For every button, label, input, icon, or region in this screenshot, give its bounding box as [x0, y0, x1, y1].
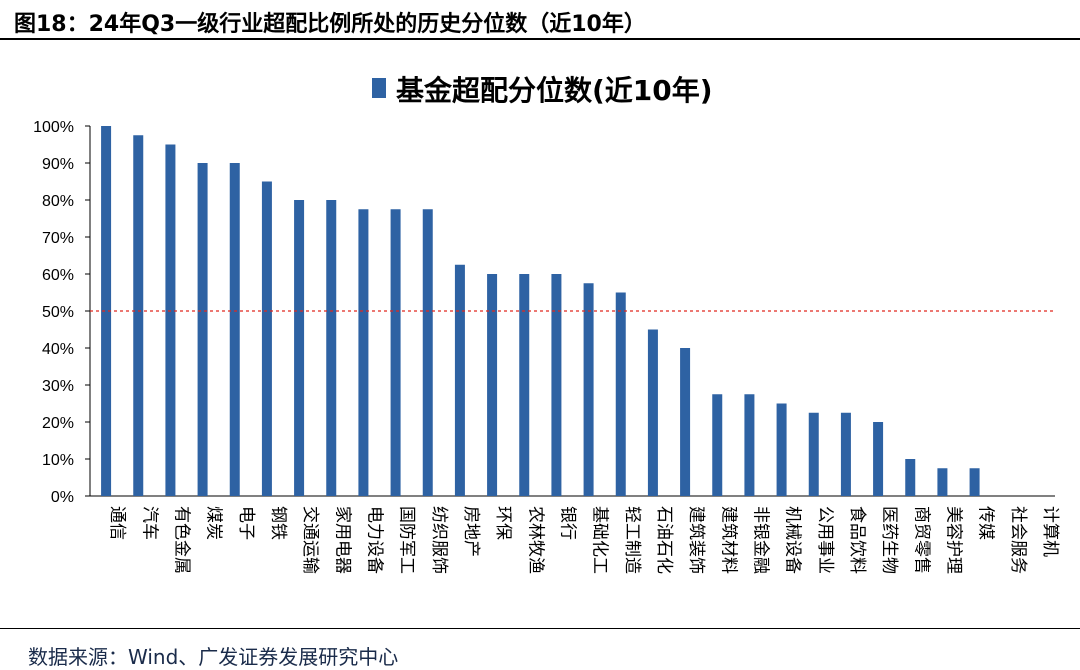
legend-label: 基金超配分位数(近10年)	[396, 74, 713, 107]
y-tick-label: 70%	[42, 230, 74, 247]
bar	[133, 135, 144, 496]
category-label: 食品饮料	[847, 506, 867, 574]
category-label: 机械设备	[783, 506, 803, 574]
category-label: 煤炭	[204, 506, 224, 540]
category-label: 国防军工	[397, 506, 417, 574]
category-label: 环保	[493, 506, 513, 540]
bar	[390, 209, 401, 496]
category-label: 计算机	[1040, 506, 1060, 557]
category-label: 轻工制造	[622, 506, 642, 574]
category-label: 银行	[557, 506, 577, 540]
category-label: 石油石化	[654, 506, 674, 574]
bar	[101, 126, 112, 496]
category-label: 有色金属	[171, 506, 191, 574]
bar	[422, 209, 433, 496]
bar	[808, 412, 819, 496]
category-label: 交通运输	[300, 506, 320, 574]
y-tick-label: 0%	[51, 489, 74, 506]
category-label: 公用事业	[815, 506, 835, 574]
category-label: 房地产	[461, 506, 481, 557]
y-tick-label: 80%	[42, 193, 74, 210]
category-label: 钢铁	[268, 506, 288, 540]
bar	[905, 459, 916, 496]
y-tick-label: 10%	[42, 452, 74, 469]
source-note: 数据来源：Wind、广发证券发展研究中心	[28, 645, 399, 669]
bar	[583, 283, 594, 496]
category-label: 美容护理	[943, 506, 963, 574]
bar	[744, 394, 755, 496]
y-tick-label: 20%	[42, 415, 74, 432]
category-label: 商贸零售	[911, 506, 931, 574]
bar	[358, 209, 369, 496]
figure-footer: 数据来源：Wind、广发证券发展研究中心	[0, 628, 1080, 670]
y-tick-label: 60%	[42, 267, 74, 284]
category-label: 社会服务	[1008, 506, 1028, 574]
bar	[615, 292, 626, 496]
figure-header: 图18：24年Q3一级行业超配比例所处的历史分位数（近10年）	[0, 0, 1080, 40]
category-label: 农林牧渔	[525, 506, 545, 574]
bar	[454, 264, 465, 496]
bar	[197, 163, 208, 496]
bar	[776, 403, 787, 496]
bar	[712, 394, 723, 496]
bar	[326, 200, 337, 496]
legend-swatch	[372, 78, 386, 98]
category-label: 通信	[107, 506, 127, 540]
category-label: 建筑装饰	[686, 506, 706, 574]
bar	[647, 329, 658, 496]
category-label: 家用电器	[332, 506, 352, 574]
category-label: 汽车	[139, 506, 159, 540]
bar	[840, 412, 851, 496]
category-label: 非银金融	[750, 506, 770, 574]
y-tick-label: 30%	[42, 378, 74, 395]
bar	[519, 274, 530, 496]
category-label: 电力设备	[364, 506, 384, 574]
y-tick-label: 50%	[42, 304, 74, 321]
bar	[551, 274, 562, 496]
bar	[165, 144, 176, 496]
bar-chart: 基金超配分位数(近10年) 0% 10% 20% 30% 40% 50% 60% 70% 80% 9…	[33, 74, 1060, 574]
bar	[487, 274, 498, 496]
category-label: 传媒	[976, 506, 996, 540]
y-tick-label: 40%	[42, 341, 74, 358]
bar	[261, 181, 272, 496]
category-label: 电子	[236, 506, 256, 540]
bar	[680, 348, 691, 496]
bar	[294, 200, 305, 496]
bar	[229, 163, 240, 496]
bar	[937, 468, 948, 496]
figure-title: 图18：24年Q3一级行业超配比例所处的历史分位数（近10年）	[14, 12, 646, 37]
category-label: 建筑材料	[718, 506, 738, 574]
bar	[873, 422, 884, 496]
category-label: 医药生物	[879, 506, 899, 574]
bar	[969, 468, 980, 496]
category-label: 基础化工	[590, 506, 610, 574]
category-label: 纺织服饰	[429, 506, 449, 574]
y-tick-label: 100%	[33, 119, 74, 136]
y-tick-label: 90%	[42, 156, 74, 173]
